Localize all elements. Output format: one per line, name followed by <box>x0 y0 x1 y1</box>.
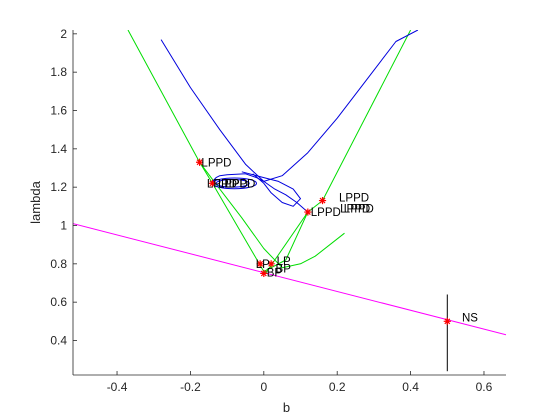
series-loop-2 <box>215 179 250 188</box>
point-label-6: LPPD <box>340 203 370 215</box>
series-line-4 <box>263 211 309 272</box>
x-tick-label-1: -0.4 <box>107 380 128 394</box>
point-label-7: LPPD <box>344 203 374 215</box>
series-line-1 <box>73 223 506 336</box>
y-axis-label: lambda <box>28 180 43 223</box>
data-marker-5 <box>256 260 264 268</box>
x-tick-label-5: 0.4 <box>402 380 419 394</box>
x-tick-label-6: 0.6 <box>476 380 493 394</box>
point-label-4: LPPD <box>225 178 255 190</box>
data-marker-2 <box>208 179 217 187</box>
series-line-7 <box>241 171 301 207</box>
x-tick-label-4: 0.2 <box>329 380 346 394</box>
x-tick-label-2: -0.2 <box>180 380 201 394</box>
point-label-1: LPPD <box>201 157 231 169</box>
data-marker-4 <box>318 196 327 205</box>
y-tick-label-7: 1.6 <box>50 104 67 118</box>
point-label-3: LPPD <box>218 178 248 190</box>
point-label-5: LPPD <box>311 207 341 219</box>
data-marker-3 <box>304 208 312 216</box>
y-tick-label-3: 0.8 <box>50 257 67 271</box>
data-marker-1 <box>195 158 204 166</box>
y-tick-label-6: 1.4 <box>50 142 67 156</box>
y-tick-label-9: 2 <box>60 27 67 41</box>
point-label-2: LPPD <box>207 178 237 190</box>
data-marker-6 <box>267 260 275 268</box>
y-tick-label-5: 1.2 <box>50 180 67 194</box>
data-marker-7 <box>260 269 268 278</box>
series-line-3 <box>199 161 345 269</box>
point-label-8: LPPD <box>339 193 369 205</box>
point-label-13: NS <box>462 313 478 325</box>
point-label-12: BP <box>276 264 292 276</box>
data-marker-8 <box>443 317 451 325</box>
series-line-6 <box>210 30 419 184</box>
x-tick-label-3: 0 <box>260 380 267 394</box>
y-tick-label-8: 1.8 <box>50 65 67 79</box>
axes: -0.4 -0.2 0 0.2 0.4 0.6 0.4 0.6 0.8 1 1.2 1.4 1.6 1.8… <box>50 27 506 394</box>
y-tick-label-1: 0.4 <box>50 334 67 348</box>
y-tick-label-2: 0.6 <box>50 295 67 309</box>
y-tick-label-4: 1 <box>60 219 67 233</box>
x-axis-label: b <box>283 400 290 415</box>
point-label-9: LP <box>256 259 270 271</box>
point-label-10: LP <box>277 256 291 268</box>
point-label-11: BP <box>267 267 283 279</box>
